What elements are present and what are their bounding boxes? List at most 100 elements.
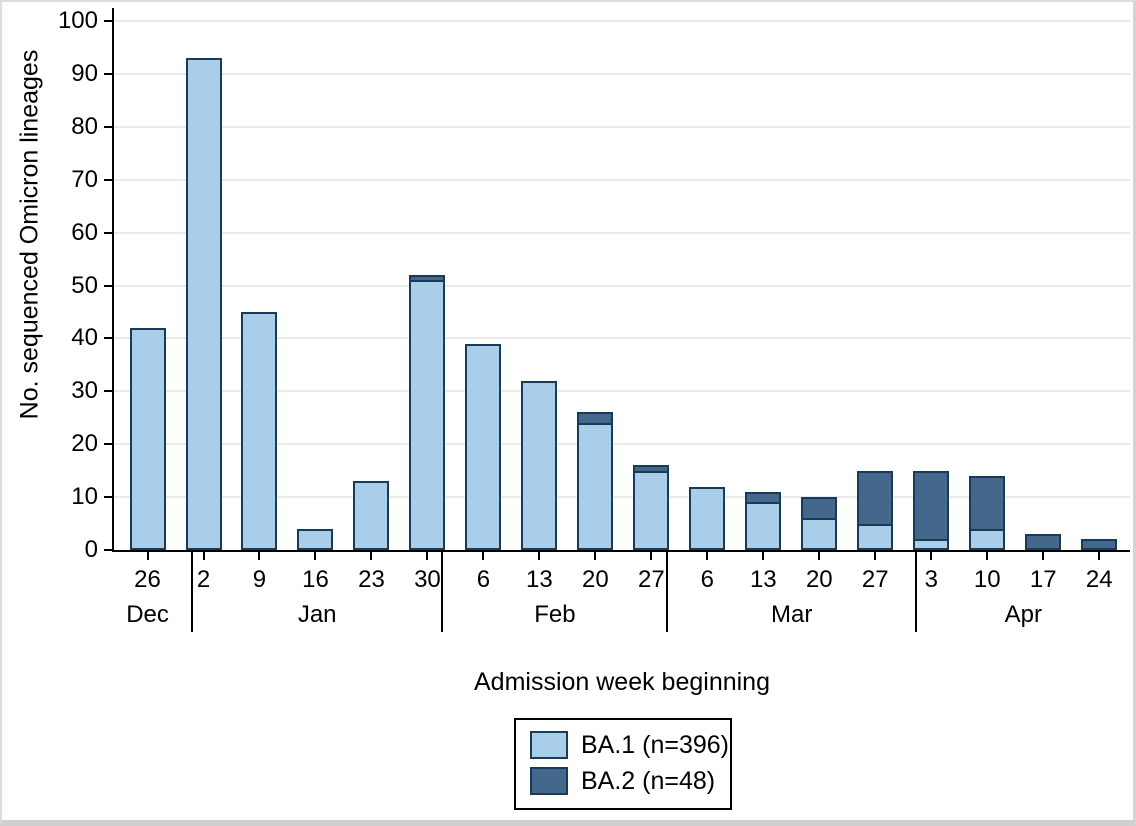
- bar-ba2-week-14: [913, 470, 950, 542]
- week-label-10: 6: [700, 566, 715, 593]
- week-label-15: 10: [973, 566, 1001, 593]
- month-label-apr: Apr: [1004, 601, 1042, 628]
- week-label-2: 9: [252, 566, 267, 593]
- week-label-3: 16: [302, 566, 329, 593]
- legend-label-ba2: BA.2 (n=48): [581, 766, 716, 795]
- y-tick-mark-50: [104, 284, 112, 287]
- y-tick-label-60: 60: [71, 218, 98, 246]
- x-tick-mark-12: [818, 552, 821, 560]
- x-tick-mark-3: [314, 552, 317, 560]
- month-divider-2: [665, 552, 668, 632]
- y-tick-label-30: 30: [71, 377, 98, 405]
- month-divider-0: [191, 552, 194, 632]
- legend-swatch-ba2: [530, 767, 568, 795]
- bar-ba1-week-4: [353, 481, 390, 550]
- bar-ba1-week-10: [689, 486, 726, 550]
- gridline-80: [114, 125, 1130, 128]
- month-label-jan: Jan: [297, 601, 337, 628]
- bar-ba1-week-1: [185, 58, 222, 550]
- week-label-1: 2: [196, 566, 211, 593]
- bar-ba1-week-2: [241, 311, 278, 550]
- y-tick-mark-0: [104, 549, 112, 551]
- week-label-16: 17: [1029, 566, 1057, 593]
- bar-ba2-week-13: [857, 470, 894, 526]
- week-label-12: 20: [805, 566, 833, 593]
- x-tick-mark-5: [426, 552, 429, 560]
- y-tick-mark-60: [104, 231, 112, 234]
- gridline-10: [114, 496, 1130, 499]
- legend-label-ba1: BA.1 (n=396): [581, 730, 730, 759]
- week-label-8: 20: [582, 566, 609, 593]
- week-label-9: 27: [638, 566, 665, 593]
- bar-ba1-week-13: [857, 523, 894, 550]
- x-tick-mark-4: [370, 552, 373, 560]
- month-label-dec: Dec: [126, 601, 169, 628]
- bar-ba1-week-11: [745, 502, 782, 550]
- x-axis: 26 2 9 16 23 30 6 13 20 27 6 13 20 27 3 10 17 24 Dec Jan Feb…: [114, 550, 1130, 682]
- week-label-11: 13: [749, 566, 777, 593]
- bar-ba2-week-15: [969, 475, 1006, 531]
- bar-ba1-week-9: [633, 470, 670, 550]
- y-axis: 0 10 20 30 40 50 60 70 80 90 100: [2, 8, 112, 562]
- gridline-90: [114, 72, 1130, 75]
- y-tick-mark-100: [104, 20, 112, 22]
- y-tick-mark-90: [104, 72, 112, 75]
- month-divider-1: [441, 552, 444, 632]
- y-tick-mark-70: [104, 178, 112, 181]
- x-tick-mark-17: [1098, 552, 1101, 560]
- x-tick-mark-7: [538, 552, 541, 560]
- week-label-17: 24: [1085, 566, 1113, 593]
- month-divider-3: [914, 552, 917, 632]
- month-label-feb: Feb: [534, 601, 576, 628]
- bar-ba2-week-16: [1025, 534, 1062, 550]
- bar-ba1-week-0: [129, 327, 166, 550]
- gridline-100: [114, 20, 1130, 22]
- bar-ba2-week-17: [1081, 539, 1118, 550]
- bar-ba2-week-12: [801, 497, 838, 521]
- bar-ba1-week-8: [577, 423, 614, 550]
- week-label-13: 27: [861, 566, 889, 593]
- x-tick-mark-8: [594, 552, 597, 560]
- plot-area: [112, 8, 1130, 552]
- bar-ba1-week-5: [409, 280, 446, 550]
- y-tick-mark-40: [104, 337, 112, 340]
- week-label-4: 23: [358, 566, 385, 593]
- x-tick-mark-11: [762, 552, 765, 560]
- y-tick-label-80: 80: [71, 112, 98, 140]
- x-tick-mark-14: [930, 552, 933, 560]
- bar-ba2-week-8: [577, 412, 614, 426]
- legend-swatch-ba1: [530, 731, 568, 759]
- gridline-50: [114, 284, 1130, 287]
- week-label-14: 3: [924, 566, 938, 593]
- legend-row-ba1: BA.1 (n=396): [530, 729, 730, 761]
- week-label-7: 13: [526, 566, 553, 593]
- bar-ba2-week-5: [409, 274, 446, 283]
- y-tick-label-70: 70: [71, 165, 98, 193]
- week-label-6: 6: [476, 566, 491, 593]
- x-tick-mark-2: [258, 552, 261, 560]
- bar-ba2-week-11: [745, 491, 782, 505]
- bar-ba1-week-3: [297, 528, 334, 550]
- y-tick-mark-20: [104, 443, 112, 446]
- y-tick-label-10: 10: [71, 483, 98, 511]
- gridline-70: [114, 178, 1130, 181]
- month-label-mar: Mar: [771, 601, 813, 628]
- bar-ba1-week-6: [465, 343, 502, 550]
- y-tick-label-0: 0: [84, 536, 98, 563]
- gridline-40: [114, 337, 1130, 340]
- x-tick-mark-6: [482, 552, 485, 560]
- y-tick-label-90: 90: [71, 59, 98, 87]
- week-label-5: 30: [414, 566, 441, 593]
- x-tick-mark-1: [202, 552, 205, 560]
- x-tick-mark-16: [1042, 552, 1045, 560]
- x-tick-mark-13: [874, 552, 877, 560]
- y-tick-mark-10: [104, 496, 112, 499]
- x-axis-title: Admission week beginning: [473, 668, 770, 696]
- bar-ba1-week-12: [801, 518, 838, 550]
- legend-box: BA.1 (n=396) BA.2 (n=48): [514, 718, 732, 810]
- y-tick-label-50: 50: [71, 271, 98, 299]
- gridline-20: [114, 443, 1130, 446]
- y-tick-mark-80: [104, 125, 112, 128]
- bar-ba2-week-9: [633, 465, 670, 473]
